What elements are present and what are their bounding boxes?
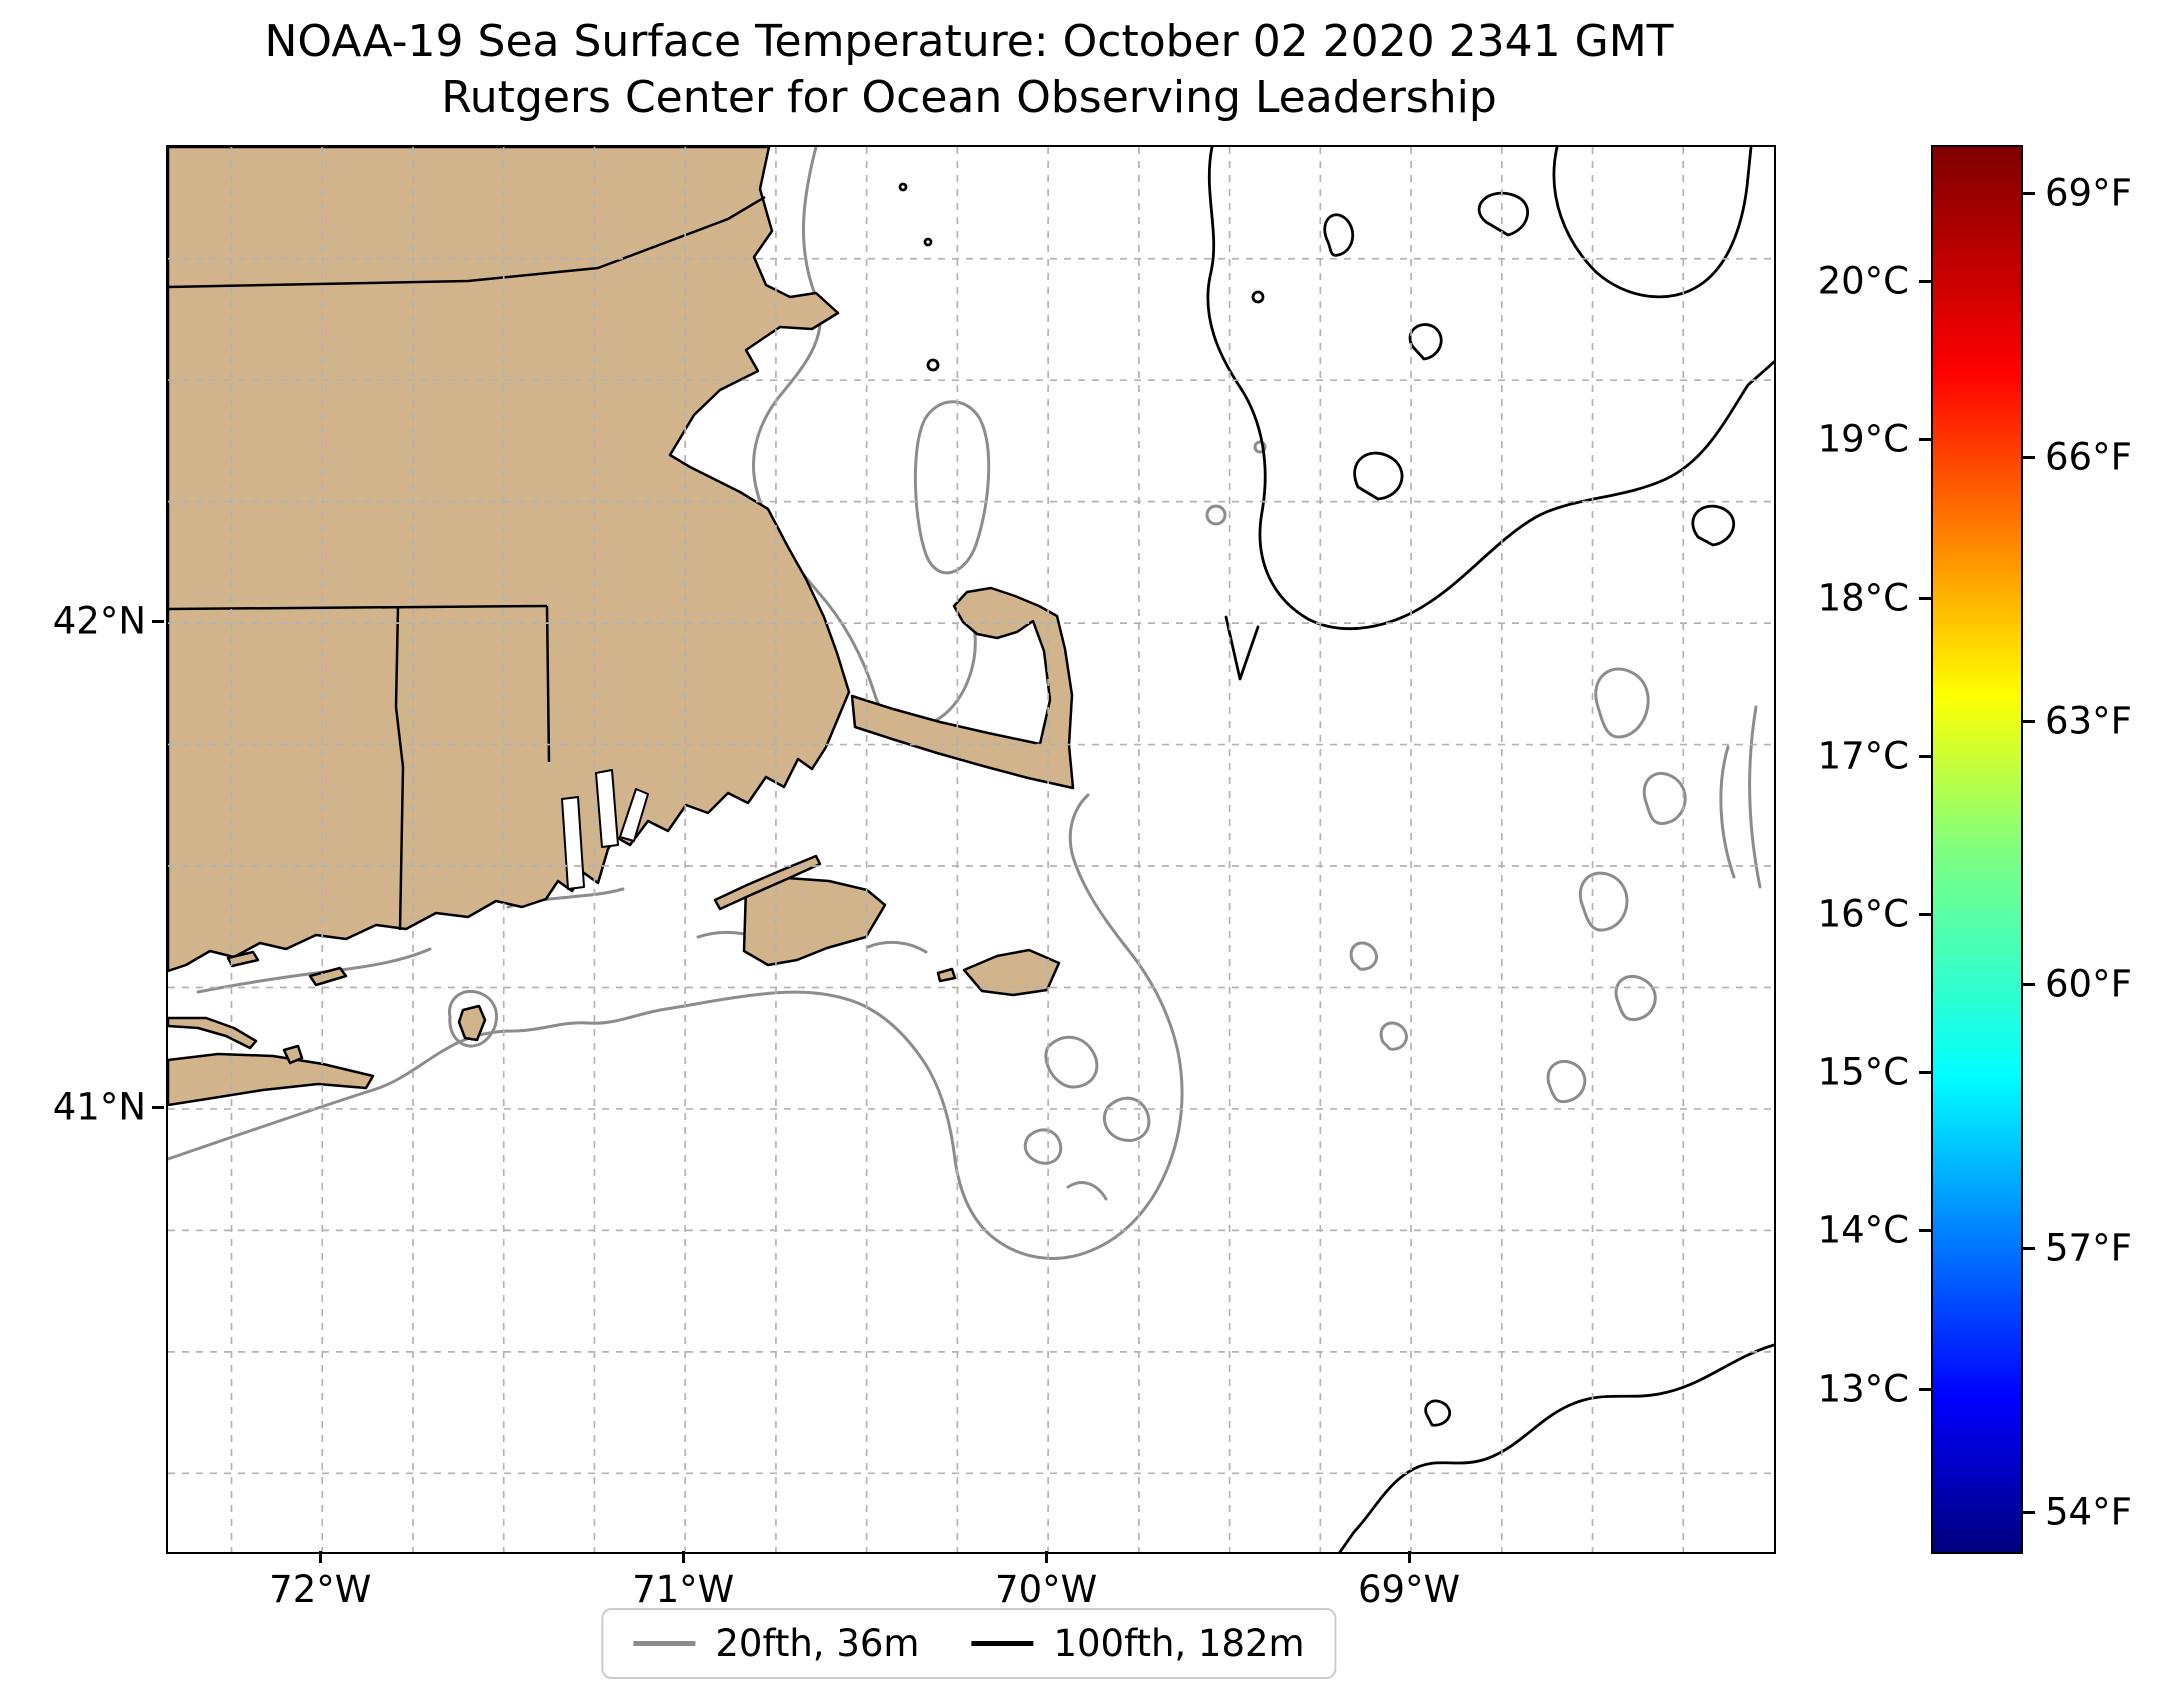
colorbar-tickmark-c xyxy=(1919,280,1931,284)
colorbar-label-celsius: 19°C xyxy=(1817,417,1909,461)
legend-label-20fth: 20fth, 36m xyxy=(715,1622,920,1665)
long-island-south-fork xyxy=(168,1052,375,1107)
colorbar-label-fahrenheit: 57°F xyxy=(2045,1226,2132,1270)
ct-ri-border xyxy=(394,606,405,931)
ma-south-border xyxy=(168,604,548,611)
colorbar-tickmark-f xyxy=(2023,192,2035,196)
colorbar-label-celsius: 13°C xyxy=(1817,1367,1909,1411)
map-canvas xyxy=(168,147,1774,1552)
colorbar-tickmark-c xyxy=(1919,912,1931,916)
colorbar-label-celsius: 15°C xyxy=(1817,1050,1909,1094)
colorbar-label-fahrenheit: 63°F xyxy=(2045,699,2132,743)
colorbar xyxy=(1931,145,2023,1554)
mainland-new-england xyxy=(168,147,851,973)
legend-line-sample-100fth xyxy=(971,1641,1034,1646)
ma-nh-border xyxy=(168,195,766,289)
colorbar-tickmark-c xyxy=(1919,438,1931,442)
colorbar-label-fahrenheit: 60°F xyxy=(2045,962,2132,1006)
colorbar-label-celsius: 18°C xyxy=(1817,576,1909,619)
tuckernuck-island xyxy=(936,967,957,983)
x-tickmark xyxy=(1045,1551,1049,1563)
elizabeth-islands xyxy=(713,854,822,911)
legend-line-sample-20fth xyxy=(633,1641,696,1646)
colorbar-tickmark-c xyxy=(1919,1387,1931,1391)
x-tickmark xyxy=(319,1551,323,1563)
colorbar-label-celsius: 14°C xyxy=(1817,1208,1909,1252)
y-tickmark xyxy=(152,620,164,624)
marthas-vineyard xyxy=(742,876,887,967)
y-tick-label: 41°N xyxy=(52,1085,146,1129)
colorbar-tickmark-f xyxy=(2023,1246,2035,1250)
title-line-1: NOAA-19 Sea Surface Temperature: October… xyxy=(264,16,1674,67)
nantucket xyxy=(962,948,1061,997)
y-tickmark xyxy=(152,1105,164,1109)
x-tick-label: 69°W xyxy=(1357,1568,1461,1611)
colorbar-tickmark-c xyxy=(1919,754,1931,758)
x-tick-label: 70°W xyxy=(995,1568,1098,1611)
x-tickmark xyxy=(682,1551,686,1563)
state-borders xyxy=(168,195,766,931)
block-island xyxy=(457,1004,487,1042)
figure-title: NOAA-19 Sea Surface Temperature: October… xyxy=(166,14,1772,126)
fishers-island xyxy=(308,966,348,987)
colorbar-tickmark-f xyxy=(2023,983,2035,987)
gardiners-island xyxy=(282,1044,304,1065)
title-line-2: Rutgers Center for Ocean Observing Leade… xyxy=(441,72,1497,123)
colorbar-tickmark-f xyxy=(2023,1510,2035,1514)
map-plot xyxy=(166,145,1776,1554)
cape-cod xyxy=(850,586,1075,790)
colorbar-label-celsius: 20°C xyxy=(1817,259,1909,303)
colorbar-tickmark-c xyxy=(1919,1229,1931,1233)
legend-label-100fth: 100fth, 182m xyxy=(1053,1622,1305,1665)
colorbar-label-celsius: 17°C xyxy=(1817,734,1909,778)
land-polygons xyxy=(168,147,1075,1107)
ri-ma-border xyxy=(545,605,551,763)
colorbar-label-fahrenheit: 66°F xyxy=(2045,435,2132,479)
graticule xyxy=(168,147,1774,1552)
legend: 20fth, 36m 100fth, 182m xyxy=(601,1608,1337,1679)
colorbar-label-fahrenheit: 54°F xyxy=(2045,1490,2132,1534)
legend-item-20fth: 20fth, 36m xyxy=(633,1622,919,1665)
x-tick-label: 71°W xyxy=(632,1568,735,1611)
legend-item-100fth: 100fth, 182m xyxy=(971,1622,1305,1665)
x-tick-label: 72°W xyxy=(269,1568,372,1611)
colorbar-tickmark-c xyxy=(1919,596,1931,600)
colorbar-label-fahrenheit: 69°F xyxy=(2045,171,2132,215)
long-island-north-fork xyxy=(168,1016,258,1050)
colorbar-label-celsius: 16°C xyxy=(1817,892,1909,936)
y-tick-label: 42°N xyxy=(52,599,146,643)
bathymetry-100-fathom-contours xyxy=(898,147,1774,1552)
colorbar-tickmark-f xyxy=(2023,455,2035,459)
colorbar-tickmark-c xyxy=(1919,1071,1931,1075)
colorbar-tickmark-f xyxy=(2023,719,2035,723)
x-tickmark xyxy=(1408,1551,1412,1563)
